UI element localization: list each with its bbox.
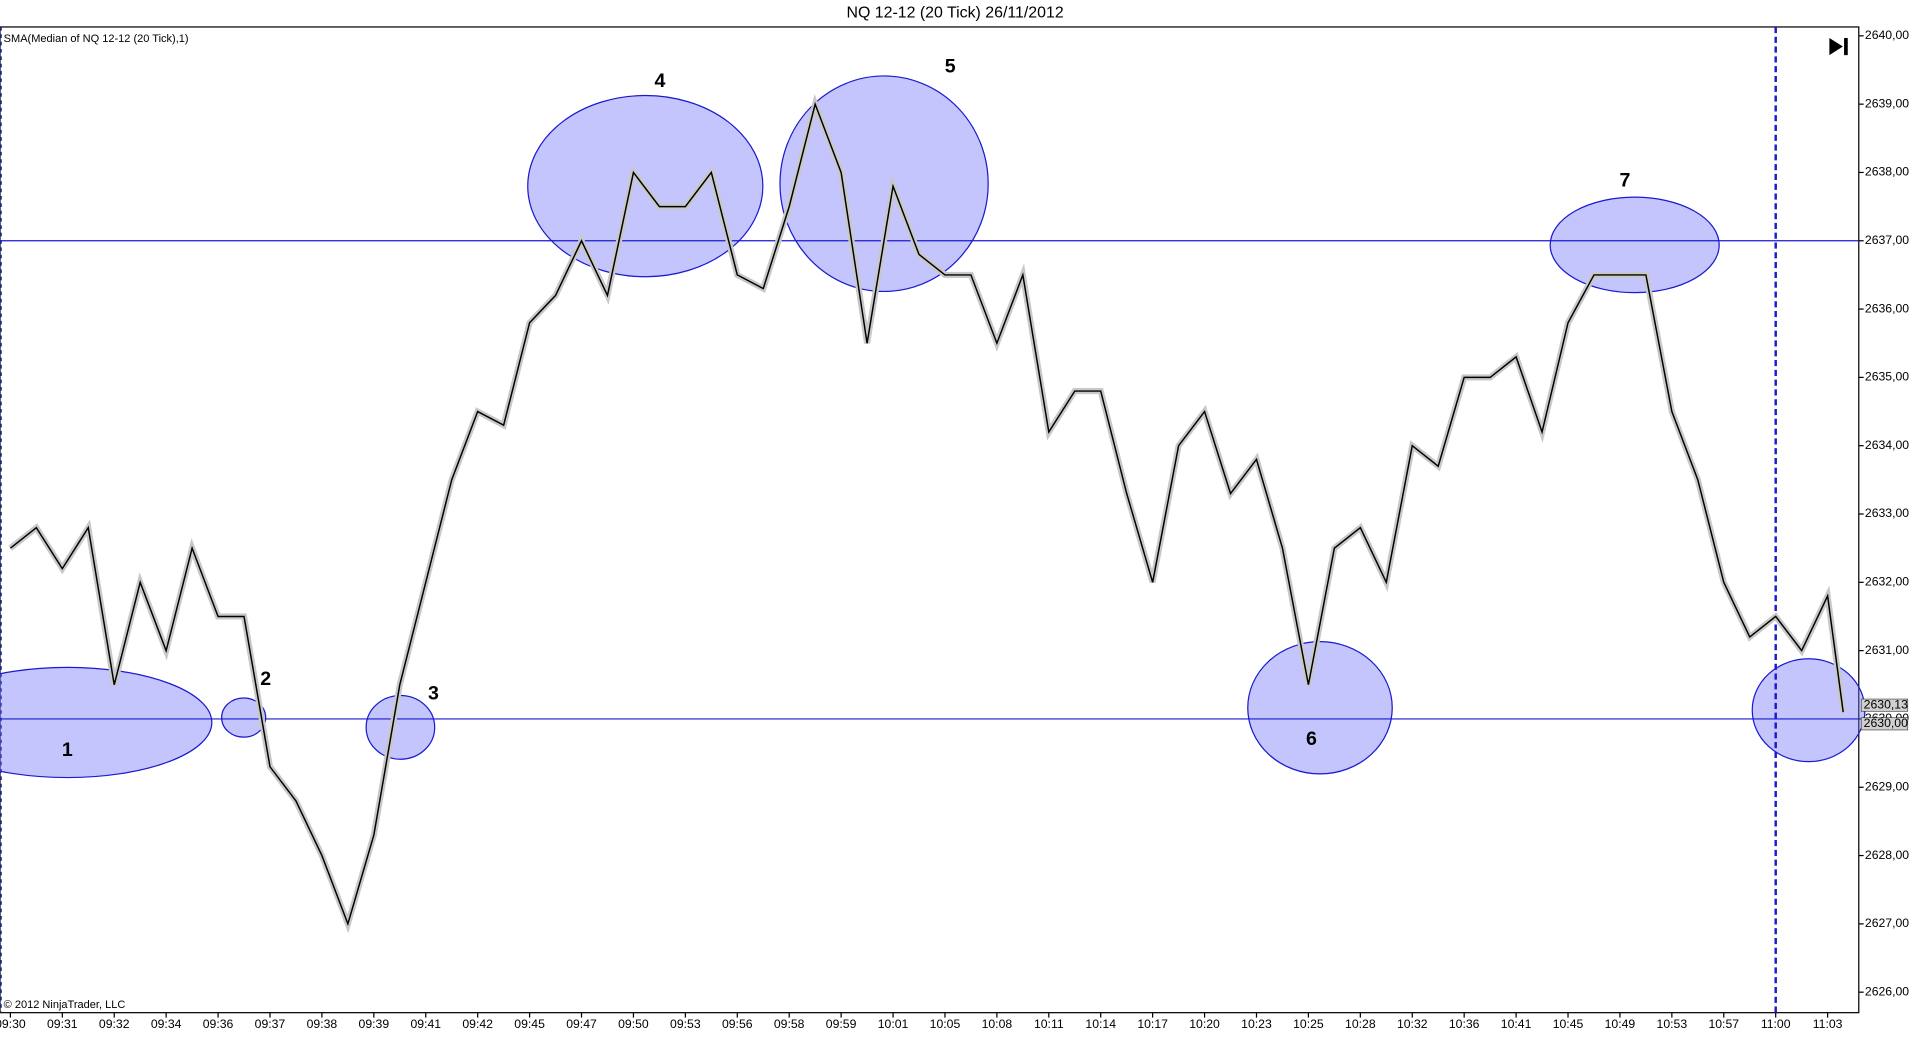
play-icon[interactable] bbox=[1829, 37, 1843, 56]
x-tick-label: 09:59 bbox=[826, 1017, 857, 1031]
x-tick-label: 10:23 bbox=[1241, 1017, 1272, 1031]
x-tick-label: 09:32 bbox=[99, 1017, 130, 1031]
annotation-label: 4 bbox=[655, 70, 666, 92]
y-tick-label: 2627,00 bbox=[1865, 916, 1909, 930]
y-tick-label: 2632,00 bbox=[1865, 575, 1909, 589]
scroll-end-button[interactable] bbox=[1829, 37, 1848, 56]
price-marker-label: 2630,13 bbox=[1864, 697, 1908, 711]
copyright: © 2012 NinjaTrader, LLC bbox=[4, 999, 126, 1011]
y-tick-label: 2628,00 bbox=[1865, 848, 1909, 862]
y-tick-label: 2640,00 bbox=[1865, 28, 1909, 42]
x-tick-label: 09:41 bbox=[410, 1017, 441, 1031]
highlight-ellipse bbox=[1751, 658, 1866, 763]
x-tick-label: 09:45 bbox=[514, 1017, 545, 1031]
highlight-ellipse bbox=[779, 75, 989, 293]
x-tick-label: 09:36 bbox=[203, 1017, 234, 1031]
y-tick-label: 2639,00 bbox=[1865, 96, 1909, 110]
y-tick-label: 2634,00 bbox=[1865, 438, 1909, 452]
x-tick-label: 09:34 bbox=[151, 1017, 182, 1031]
annotation-label: 3 bbox=[428, 682, 439, 704]
y-tick-label: 2635,00 bbox=[1865, 370, 1909, 384]
y-tick-label: 2633,00 bbox=[1865, 506, 1909, 520]
annotation-label: 5 bbox=[945, 56, 956, 78]
x-tick-label: 10:11 bbox=[1034, 1017, 1064, 1031]
x-tick-label: 09:53 bbox=[670, 1017, 701, 1031]
x-tick-label: 10:25 bbox=[1293, 1017, 1324, 1031]
x-tick-label: 09:50 bbox=[618, 1017, 649, 1031]
x-tick-label: 10:45 bbox=[1553, 1017, 1584, 1031]
end-bar-icon[interactable] bbox=[1844, 37, 1848, 56]
x-tick-label: 10:57 bbox=[1708, 1017, 1739, 1031]
x-tick-label: 10:01 bbox=[878, 1017, 909, 1031]
y-tick-label: 2638,00 bbox=[1865, 165, 1909, 179]
x-tick-label: 10:32 bbox=[1397, 1017, 1428, 1031]
x-tick-label: 09:42 bbox=[462, 1017, 493, 1031]
x-tick-label: 10:41 bbox=[1501, 1017, 1532, 1031]
y-tick-label: 2626,00 bbox=[1865, 984, 1909, 998]
x-tick-label: 10:36 bbox=[1449, 1017, 1480, 1031]
highlight-ellipse bbox=[221, 697, 267, 738]
annotation-label: 6 bbox=[1306, 728, 1317, 750]
x-tick-label: 09:58 bbox=[774, 1017, 805, 1031]
x-tick-label: 10:17 bbox=[1137, 1017, 1168, 1031]
highlight-ellipse bbox=[1247, 641, 1393, 775]
y-tick-label: 2631,00 bbox=[1865, 643, 1909, 657]
x-tick-label: 10:14 bbox=[1085, 1017, 1116, 1031]
plot-frame bbox=[0, 26, 1860, 1014]
y-tick-label: 2636,00 bbox=[1865, 301, 1909, 315]
highlight-ellipse bbox=[0, 666, 213, 779]
price-marker-label: 2630,00 bbox=[1864, 716, 1908, 730]
x-tick-label: 11:03 bbox=[1813, 1017, 1843, 1031]
x-tick-label: 10:08 bbox=[982, 1017, 1013, 1031]
x-tick-label: 10:53 bbox=[1657, 1017, 1688, 1031]
chart-title: NQ 12-12 (20 Tick) 26/11/2012 bbox=[846, 5, 1063, 22]
indicator-label: SMA(Median of NQ 12-12 (20 Tick),1) bbox=[4, 33, 189, 45]
price-line bbox=[9, 101, 1844, 927]
x-tick-label: 10:28 bbox=[1345, 1017, 1376, 1031]
x-tick-label: 10:05 bbox=[930, 1017, 961, 1031]
y-tick-label: 2629,00 bbox=[1865, 779, 1909, 793]
x-tick-label: 09:38 bbox=[307, 1017, 338, 1031]
price-marker bbox=[1860, 717, 1909, 731]
y-tick-label: 2637,00 bbox=[1865, 233, 1909, 247]
annotation-label: 7 bbox=[1619, 169, 1630, 191]
x-tick-label: 09:30 bbox=[0, 1017, 26, 1031]
annotation-label: 2 bbox=[260, 668, 271, 690]
x-tick-label: 11:00 bbox=[1761, 1017, 1791, 1031]
x-tick-label: 09:37 bbox=[255, 1017, 286, 1031]
x-tick-label: 09:31 bbox=[47, 1017, 78, 1031]
highlight-ellipse bbox=[365, 694, 436, 760]
x-tick-label: 09:39 bbox=[359, 1017, 390, 1031]
price-marker bbox=[1860, 698, 1909, 712]
x-tick-label: 09:47 bbox=[566, 1017, 597, 1031]
x-tick-label: 10:49 bbox=[1605, 1017, 1636, 1031]
x-tick-label: 09:56 bbox=[722, 1017, 753, 1031]
highlight-ellipse bbox=[1549, 196, 1720, 294]
x-tick-label: 10:20 bbox=[1189, 1017, 1220, 1031]
annotation-label: 1 bbox=[62, 739, 73, 761]
